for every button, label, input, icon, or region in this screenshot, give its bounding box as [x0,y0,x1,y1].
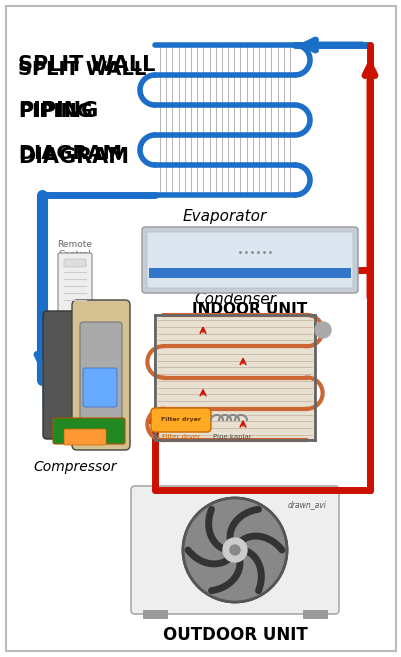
Text: Condenser: Condenser [194,292,275,307]
FancyBboxPatch shape [64,259,86,267]
Text: drawn_avi: drawn_avi [288,500,326,509]
Text: PIPING: PIPING [18,102,93,121]
FancyBboxPatch shape [58,253,92,312]
FancyBboxPatch shape [64,429,106,445]
Text: DIAGRAM: DIAGRAM [18,144,122,163]
Circle shape [229,545,239,555]
Text: INDOOR UNIT: INDOOR UNIT [192,302,307,317]
Text: Filter dryer: Filter dryer [160,417,200,422]
Circle shape [223,538,246,562]
FancyBboxPatch shape [302,610,326,618]
Text: Pipe kaplar: Pipe kaplar [212,434,251,440]
Text: Control: Control [59,250,91,259]
FancyBboxPatch shape [149,268,350,278]
FancyBboxPatch shape [72,300,130,450]
FancyBboxPatch shape [151,408,211,432]
FancyBboxPatch shape [43,311,83,439]
Text: SPLIT WALL: SPLIT WALL [18,55,155,75]
Text: SPLIT WALL: SPLIT WALL [18,60,146,79]
FancyBboxPatch shape [155,315,314,440]
FancyBboxPatch shape [147,232,352,288]
Text: Filter dryer: Filter dryer [162,434,200,440]
Text: DIAGRAM: DIAGRAM [18,147,129,167]
Circle shape [182,498,286,602]
FancyBboxPatch shape [83,368,117,407]
Circle shape [314,322,330,338]
Text: Remote: Remote [57,240,92,249]
FancyBboxPatch shape [42,359,54,411]
FancyBboxPatch shape [80,322,122,423]
FancyBboxPatch shape [53,418,125,444]
Text: PIPING: PIPING [18,101,98,121]
FancyBboxPatch shape [131,486,338,614]
FancyBboxPatch shape [143,610,166,618]
Text: Compressor: Compressor [33,460,116,474]
Text: OUTDOOR UNIT: OUTDOOR UNIT [162,626,307,644]
FancyBboxPatch shape [142,227,357,293]
Text: Evaporator: Evaporator [182,209,266,224]
FancyBboxPatch shape [6,6,395,651]
